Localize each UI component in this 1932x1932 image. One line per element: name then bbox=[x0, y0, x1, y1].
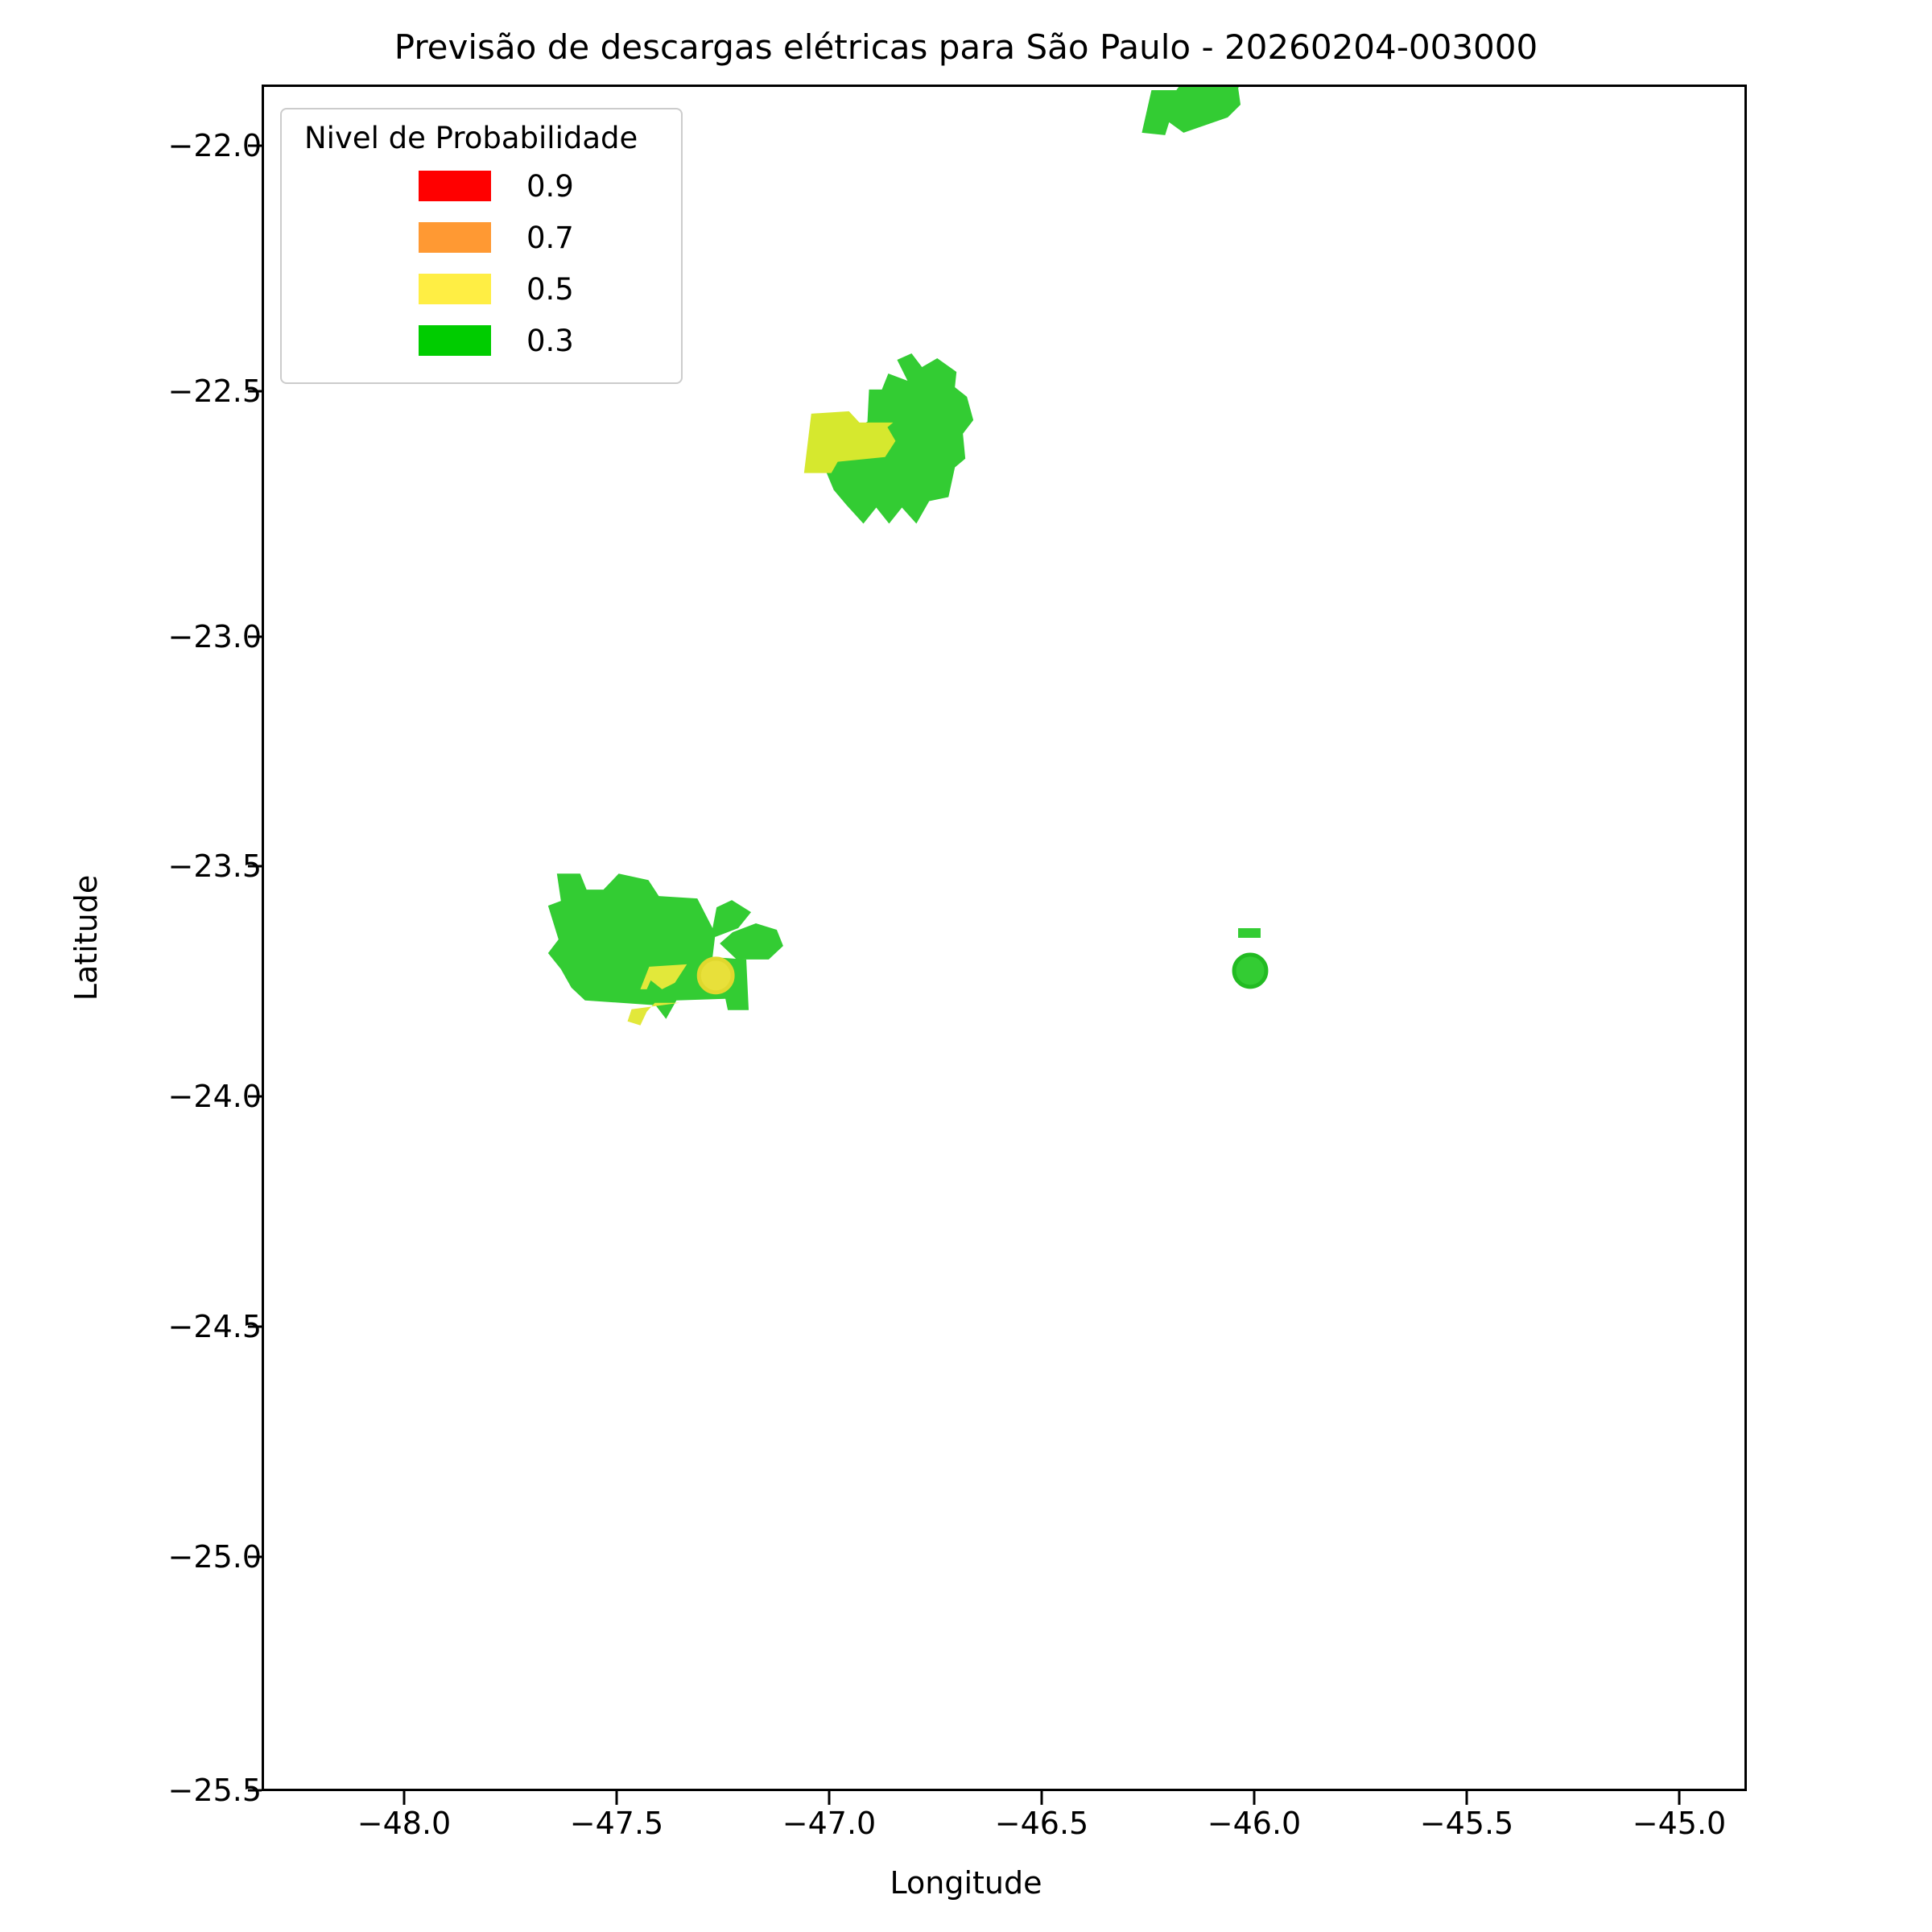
legend-label-05: 0.5 bbox=[526, 271, 574, 307]
legend-item-2[interactable]: 0.5 bbox=[299, 263, 663, 315]
legend-item-3[interactable]: 0.3 bbox=[299, 315, 663, 366]
region-sul-inner-b bbox=[640, 964, 687, 989]
legend-title: Nivel de Probabilidade bbox=[304, 121, 638, 155]
region-central-cluster-outer bbox=[823, 353, 974, 524]
xtick-label-4: −46.0 bbox=[1207, 1806, 1302, 1841]
marker-leste-dot bbox=[1232, 952, 1269, 989]
xtick-label-0: −48.0 bbox=[357, 1806, 452, 1841]
marker-leste-dash bbox=[1238, 928, 1261, 938]
xtick-label-6: −45.0 bbox=[1632, 1806, 1727, 1841]
ytick-mark-1 bbox=[248, 390, 262, 393]
xtick-label-1: −47.5 bbox=[569, 1806, 664, 1841]
legend-swatch-09 bbox=[419, 171, 491, 201]
map-polygons bbox=[547, 87, 1269, 1026]
page-title: Previsão de descargas elétricas para São… bbox=[394, 27, 1538, 67]
ytick-mark-4 bbox=[248, 1095, 262, 1098]
ytick-mark-6 bbox=[248, 1555, 262, 1558]
xtick-mark-6 bbox=[1678, 1791, 1681, 1805]
xtick-mark-4 bbox=[1253, 1791, 1256, 1805]
xtick-mark-3 bbox=[1040, 1791, 1043, 1805]
legend-box: Nivel de Probabilidade 0.9 0.7 0.5 0.3 bbox=[280, 108, 683, 384]
ytick-label-6: −25.0 bbox=[167, 1539, 262, 1575]
region-sul-small-patch bbox=[720, 923, 783, 960]
xtick-mark-2 bbox=[828, 1791, 831, 1805]
region-sul-large-cluster bbox=[547, 873, 752, 1019]
xtick-label-5: −45.5 bbox=[1419, 1806, 1514, 1841]
ytick-mark-5 bbox=[248, 1325, 262, 1328]
legend-label-09: 0.9 bbox=[526, 168, 574, 204]
x-axis-label: Longitude bbox=[890, 1865, 1042, 1901]
xtick-mark-5 bbox=[1465, 1791, 1468, 1805]
region-nordeste-cluster bbox=[1141, 87, 1241, 135]
y-axis-label: Latitude bbox=[68, 874, 104, 1001]
ytick-label-1: −22.5 bbox=[167, 374, 262, 409]
ytick-label-4: −24.0 bbox=[167, 1079, 262, 1114]
xtick-mark-0 bbox=[402, 1791, 406, 1805]
legend-swatch-07 bbox=[419, 222, 491, 253]
ytick-label-0: −22.0 bbox=[167, 128, 262, 163]
legend-label-03: 0.3 bbox=[526, 323, 574, 358]
xtick-label-3: −46.5 bbox=[994, 1806, 1089, 1841]
ytick-label-5: −24.5 bbox=[167, 1309, 262, 1344]
ytick-label-7: −25.5 bbox=[167, 1773, 262, 1808]
ytick-mark-2 bbox=[248, 635, 262, 638]
legend-item-0[interactable]: 0.9 bbox=[299, 160, 663, 212]
region-sul-inner-a bbox=[627, 1002, 680, 1026]
ytick-label-2: −23.0 bbox=[167, 619, 262, 654]
xtick-label-2: −47.0 bbox=[782, 1806, 877, 1841]
legend-label-07: 0.7 bbox=[526, 220, 574, 255]
ytick-label-3: −23.5 bbox=[167, 848, 262, 884]
legend-item-1[interactable]: 0.7 bbox=[299, 212, 663, 263]
xtick-mark-1 bbox=[615, 1791, 618, 1805]
legend-swatch-03 bbox=[419, 325, 491, 356]
legend-swatch-05 bbox=[419, 274, 491, 304]
marker-sul-dot bbox=[696, 956, 735, 995]
ytick-mark-3 bbox=[248, 865, 262, 868]
ytick-mark-7 bbox=[248, 1789, 262, 1792]
region-central-cluster-inner bbox=[803, 411, 896, 473]
ytick-mark-0 bbox=[248, 144, 262, 147]
